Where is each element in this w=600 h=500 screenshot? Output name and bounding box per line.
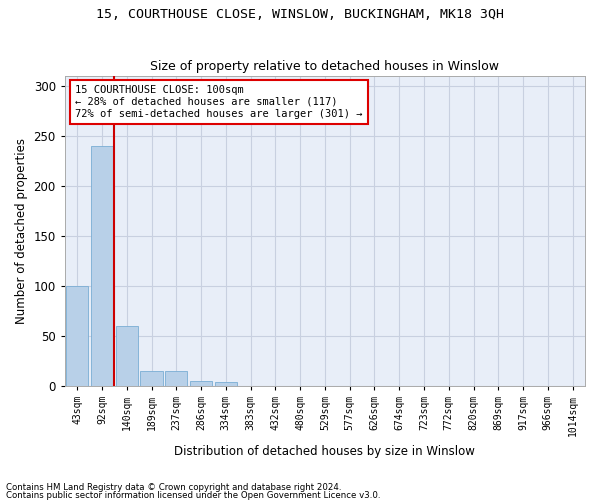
Text: Contains public sector information licensed under the Open Government Licence v3: Contains public sector information licen… [6,491,380,500]
Text: Contains HM Land Registry data © Crown copyright and database right 2024.: Contains HM Land Registry data © Crown c… [6,484,341,492]
X-axis label: Distribution of detached houses by size in Winslow: Distribution of detached houses by size … [175,444,475,458]
Bar [116,326,138,386]
Bar [66,286,88,386]
Text: 15 COURTHOUSE CLOSE: 100sqm
← 28% of detached houses are smaller (117)
72% of se: 15 COURTHOUSE CLOSE: 100sqm ← 28% of det… [75,86,363,118]
Bar [215,382,237,386]
Y-axis label: Number of detached properties: Number of detached properties [15,138,28,324]
Text: 15, COURTHOUSE CLOSE, WINSLOW, BUCKINGHAM, MK18 3QH: 15, COURTHOUSE CLOSE, WINSLOW, BUCKINGHA… [96,8,504,20]
Bar [165,371,187,386]
Bar [140,371,163,386]
Title: Size of property relative to detached houses in Winslow: Size of property relative to detached ho… [151,60,499,74]
Bar [190,381,212,386]
Bar [91,146,113,386]
